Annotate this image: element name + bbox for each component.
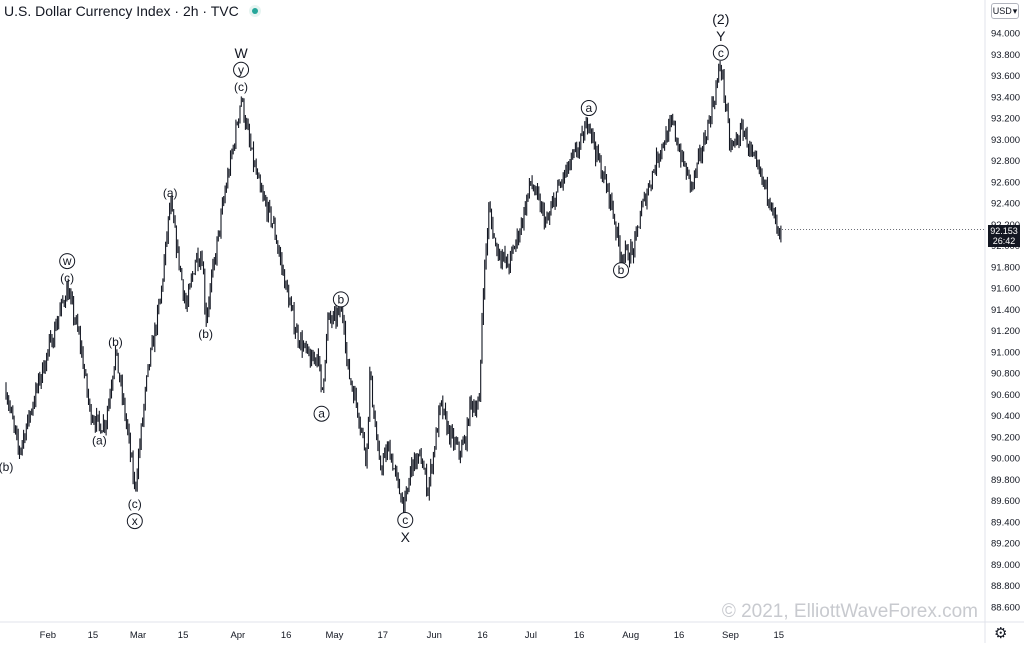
currency-select[interactable]: USD ▾: [991, 3, 1019, 19]
wave-label: a: [318, 407, 325, 421]
y-tick-label: 93.000: [991, 135, 1020, 146]
wave-label: b: [618, 263, 625, 277]
wave-label-circle: [712, 44, 729, 61]
x-tick-label: Apr: [230, 630, 245, 641]
wave-label: (2): [712, 11, 729, 27]
x-tick-label: 16: [574, 630, 585, 641]
wave-label-circle: [332, 291, 349, 308]
wave-label-circle: [126, 513, 143, 530]
chevron-down-icon: ▾: [1012, 5, 1018, 16]
y-tick-label: 88.800: [991, 581, 1020, 592]
y-tick-label: 88.600: [991, 603, 1020, 614]
y-tick-label: 89.600: [991, 496, 1020, 507]
y-tick-label: 93.200: [991, 114, 1020, 125]
last-price-tag: 92.153 26:42: [988, 225, 1020, 247]
y-tick-label: 91.600: [991, 284, 1020, 295]
x-tick-label: Mar: [130, 630, 146, 641]
y-tick-label: 90.400: [991, 411, 1020, 422]
y-tick-label: 94.000: [991, 29, 1020, 40]
wave-label: (c): [60, 271, 74, 285]
chart-header: U.S. Dollar Currency Index · 2h · TVC: [4, 2, 261, 20]
wave-label: X: [401, 529, 411, 545]
wave-label: y: [238, 63, 244, 77]
wave-label: Y: [716, 28, 726, 44]
y-tick-label: 89.400: [991, 517, 1020, 528]
y-tick-label: 93.400: [991, 92, 1020, 103]
x-tick-label: Aug: [622, 630, 639, 641]
x-tick-label: 16: [281, 630, 292, 641]
y-tick-label: 91.800: [991, 262, 1020, 273]
x-tick-label: 15: [88, 630, 99, 641]
wave-label: (b): [0, 460, 13, 474]
wave-label-circle: [580, 100, 597, 117]
wave-label: x: [132, 514, 138, 528]
x-tick-label: 16: [477, 630, 488, 641]
y-tick-label: 90.000: [991, 454, 1020, 465]
y-tick-label: 91.400: [991, 305, 1020, 316]
y-tick-label: 92.800: [991, 156, 1020, 167]
y-tick-label: 90.600: [991, 390, 1020, 401]
wave-label-circle: [59, 253, 76, 270]
market-status-icon: [248, 5, 261, 17]
wave-label: (c): [128, 497, 142, 511]
wave-label-circle: [613, 262, 630, 279]
watermark: © 2021, ElliottWaveForex.com: [722, 601, 978, 622]
wave-label-circle: [397, 512, 414, 529]
wave-label: w: [62, 254, 72, 268]
wave-label: (b): [198, 327, 213, 341]
y-tick-label: 91.200: [991, 326, 1020, 337]
wave-label: (a): [92, 433, 107, 447]
wave-label: c: [402, 513, 408, 527]
y-tick-label: 89.000: [991, 560, 1020, 571]
currency-label: USD: [992, 6, 1012, 16]
wave-label: (a): [163, 186, 178, 200]
x-tick-label: 15: [774, 630, 785, 641]
y-tick-label: 93.600: [991, 71, 1020, 82]
y-tick-label: 92.400: [991, 199, 1020, 210]
x-tick-label: May: [325, 630, 343, 641]
chart-title: U.S. Dollar Currency Index · 2h · TVC: [4, 3, 239, 19]
wave-label-circle: [313, 405, 330, 422]
x-tick-label: Jun: [427, 630, 442, 641]
y-tick-label: 92.600: [991, 177, 1020, 188]
x-tick-label: 16: [674, 630, 685, 641]
wave-label: W: [234, 45, 248, 61]
wave-label-circle: [233, 61, 250, 78]
y-tick-label: 90.200: [991, 432, 1020, 443]
y-tick-label: 93.800: [991, 50, 1020, 61]
x-tick-label: 15: [178, 630, 189, 641]
last-price-value: 92.153: [990, 226, 1018, 236]
wave-label: (c): [234, 80, 248, 94]
x-tick-label: Sep: [722, 630, 739, 641]
gear-icon[interactable]: ⚙: [994, 625, 1008, 642]
wave-label: b: [338, 292, 345, 306]
y-tick-label: 89.800: [991, 475, 1020, 486]
y-tick-label: 90.800: [991, 369, 1020, 380]
y-tick-label: 91.000: [991, 347, 1020, 358]
wave-label: a: [585, 101, 592, 115]
y-tick-label: 89.200: [991, 539, 1020, 550]
wave-label: (b): [108, 335, 123, 349]
x-tick-label: 17: [377, 630, 388, 641]
x-tick-label: Feb: [40, 630, 56, 641]
x-tick-label: Jul: [525, 630, 537, 641]
wave-label: c: [718, 46, 724, 60]
candle-countdown: 26:42: [992, 236, 1016, 246]
